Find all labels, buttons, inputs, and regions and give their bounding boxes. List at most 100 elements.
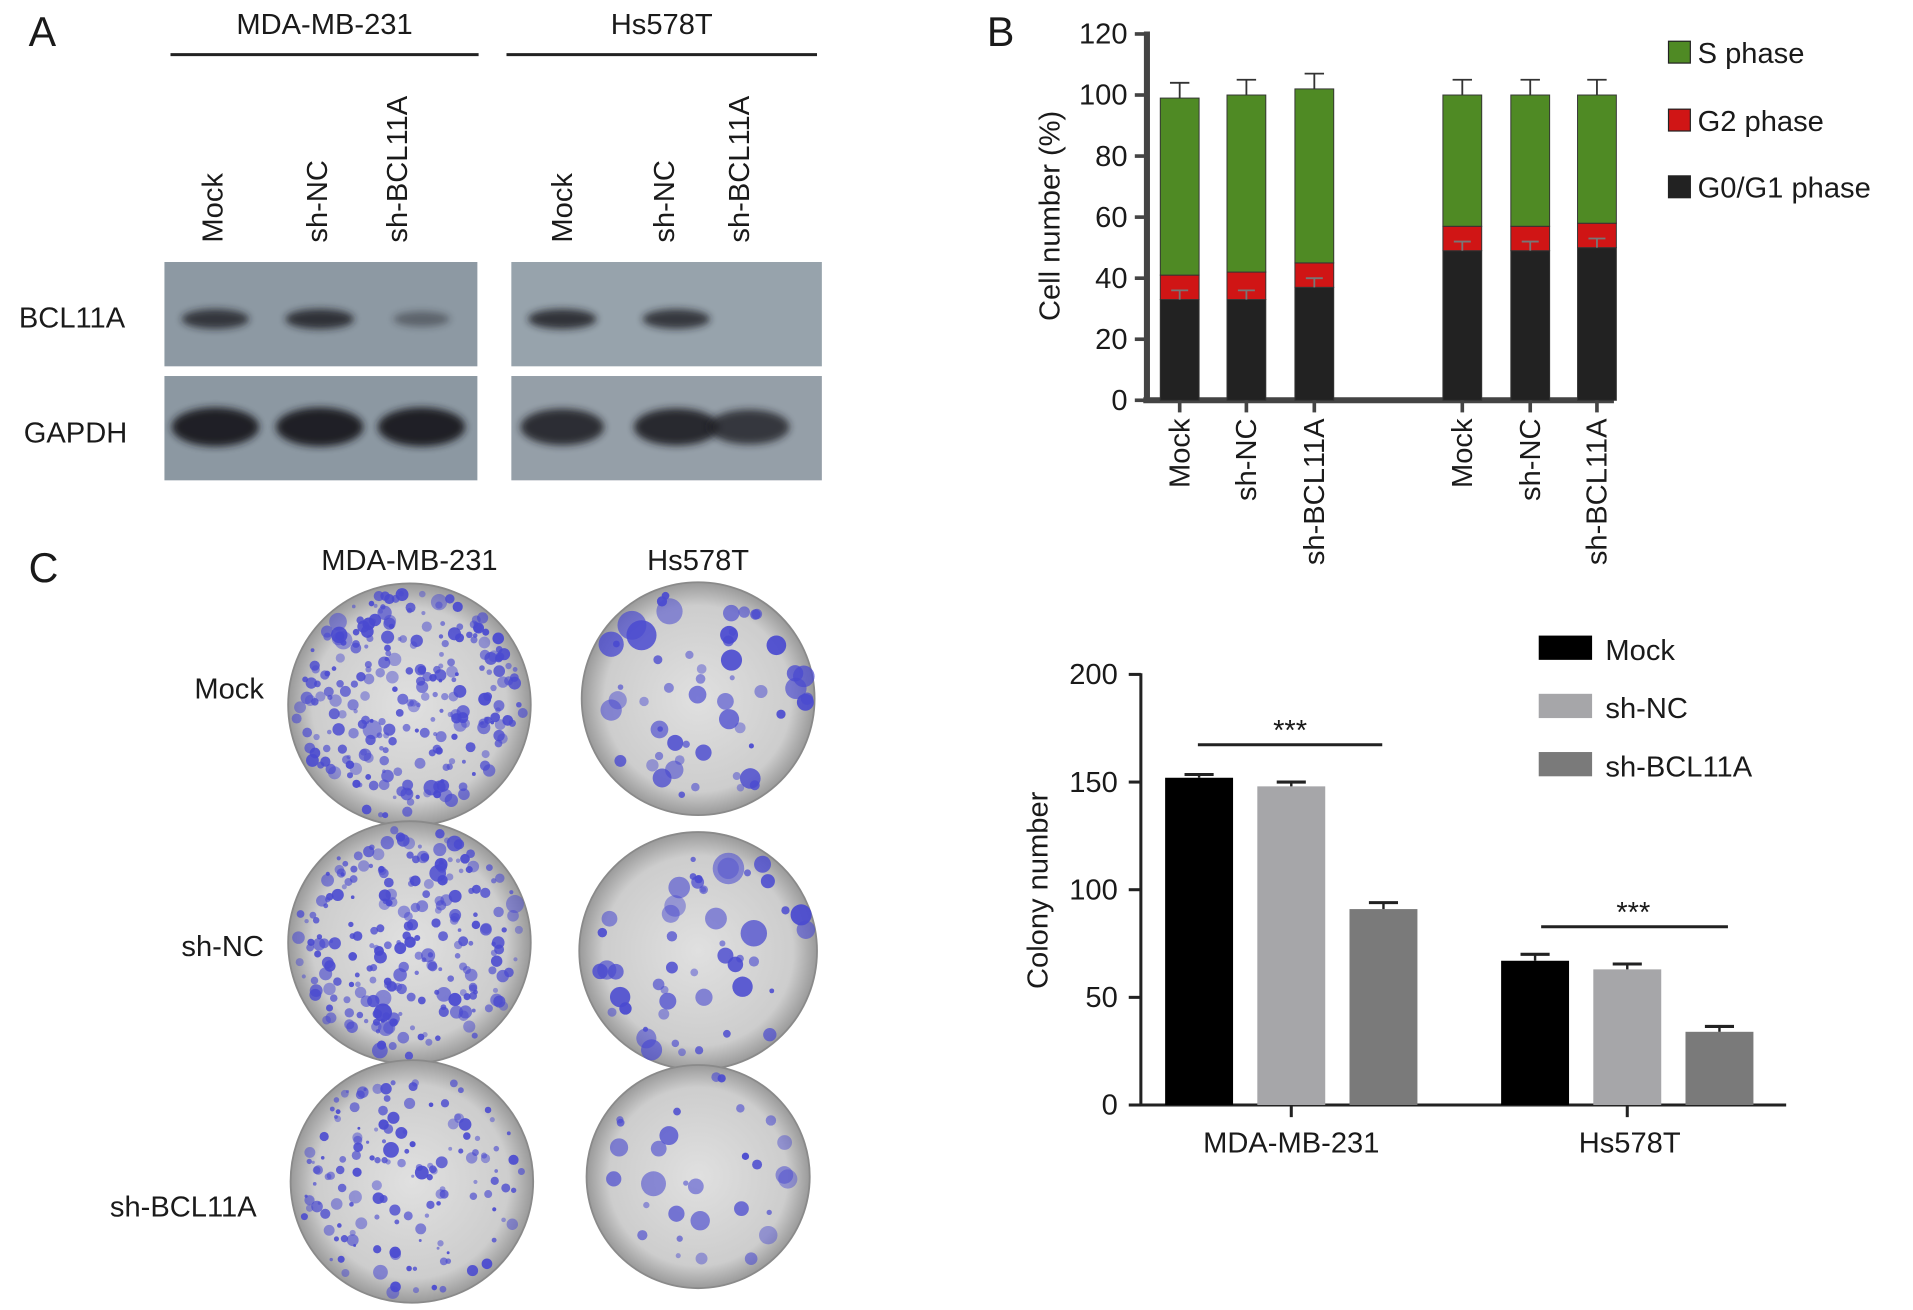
colony-dot [457,1087,464,1094]
colony-dot [490,1176,499,1185]
colony-dot [409,875,421,887]
colony-dot [695,744,712,761]
colony-dot [330,994,338,1002]
colony-dot [492,632,505,645]
colony-dot [313,680,321,688]
colony-dot [345,760,355,770]
colony-dot [484,1190,493,1199]
chart-b-bar-s-phase-mock [1159,97,1200,276]
colony-dot [447,1118,459,1130]
colony-dot [800,692,814,705]
colony-dot [606,1171,622,1187]
colony-dot [736,954,744,963]
colony-dot [471,920,481,930]
colony-dot [743,869,752,877]
colony-dot [474,1135,481,1142]
colony-dot [414,934,421,942]
colony-plates [287,581,818,1304]
colony-dot [446,763,453,770]
colony-dot [406,699,414,707]
colony-dot [335,653,345,663]
colony-dot [452,601,463,612]
colony-dot [438,967,443,972]
colony-dot [354,972,360,978]
colony-dot [490,684,497,692]
colony-dot [736,1104,745,1113]
colony-dot [471,1008,476,1013]
colony-dot [333,1236,339,1242]
colony-dot [491,1237,497,1243]
panel-c-row-label-sh-nc: sh-NC [181,931,263,963]
colony-dot [355,1090,365,1100]
colony-dot [754,684,768,699]
colony-dot [690,856,696,863]
significance-stars-hs: *** [1616,897,1650,929]
colony-dot [663,682,674,693]
colony-dot [433,843,447,857]
colony-dot [447,857,453,863]
legend-label-g0g1-phase: G0/G1 phase [1698,173,1871,205]
colony-dot [494,1169,498,1173]
colony-dot [749,780,760,791]
colony-dot [449,1079,458,1088]
colony-dot [387,652,402,667]
colony-dot [497,676,509,688]
colony-dot [383,614,397,628]
colony-dot [439,1285,447,1293]
colony-dot [438,788,453,803]
legend-swatch-g2-phase [1667,108,1691,132]
colony-dot [466,631,473,639]
colony-dot [766,1209,772,1216]
colony-dot [385,888,397,901]
colony-dot [775,1166,794,1184]
colony-dot [501,1217,506,1223]
colony-dot [323,686,334,697]
colony-dot [304,1195,315,1206]
colony-dot [454,1113,462,1121]
legend-swatch-sh-nc [1538,693,1593,719]
colony-dot [369,1155,375,1161]
colony-dot [458,1148,464,1154]
colony-dot [348,952,358,961]
colony-dot [448,758,456,765]
plate-dish [578,831,818,1071]
chart-b-tick-label: 20 [1095,324,1127,356]
colony-plate-hs578t-mock [580,581,816,817]
colony-dot [351,604,356,609]
colony-dot [665,961,678,974]
colony-dot [369,976,377,984]
colony-dot [736,783,745,792]
colony-dot [650,720,669,739]
colony-dot [609,1138,629,1157]
blot-band-gapdh-mda-mb-231-sh-bcl11a [377,407,466,447]
colony-dot [383,723,396,736]
colony-dot [376,924,385,933]
colony-dot [719,940,726,947]
colony-dot [497,733,508,744]
colony-dot [432,691,438,698]
colony-dot [720,649,743,671]
colony-dot [433,780,446,793]
chart-b-bar-g0-g1-phase-sh-nc [1226,299,1267,401]
colony-dot [675,1253,681,1259]
colony-dot [778,1169,798,1189]
colony-dot [366,634,374,643]
colony-dot [454,672,459,677]
colony-dot [690,968,699,977]
colony-dot [311,1160,315,1164]
colony-dot [379,755,389,766]
colony-dot [470,636,478,644]
colony-dot [428,749,436,757]
colony-dot [378,1119,389,1130]
colony-dot [344,1008,355,1018]
colony-dot [451,733,458,740]
panel-b-letter: B [987,9,1015,55]
colony-dot [397,693,409,705]
colony-dot [668,1205,685,1222]
colony-dot [383,877,394,888]
colony-dot [719,709,740,730]
colony-dot [689,873,697,880]
colony-dot [471,884,481,894]
chart-b-legend: S phase G2 phase G0/G1 phase [1667,38,1871,205]
panel-a-group-label-1: MDA-MB-231 [236,9,412,41]
